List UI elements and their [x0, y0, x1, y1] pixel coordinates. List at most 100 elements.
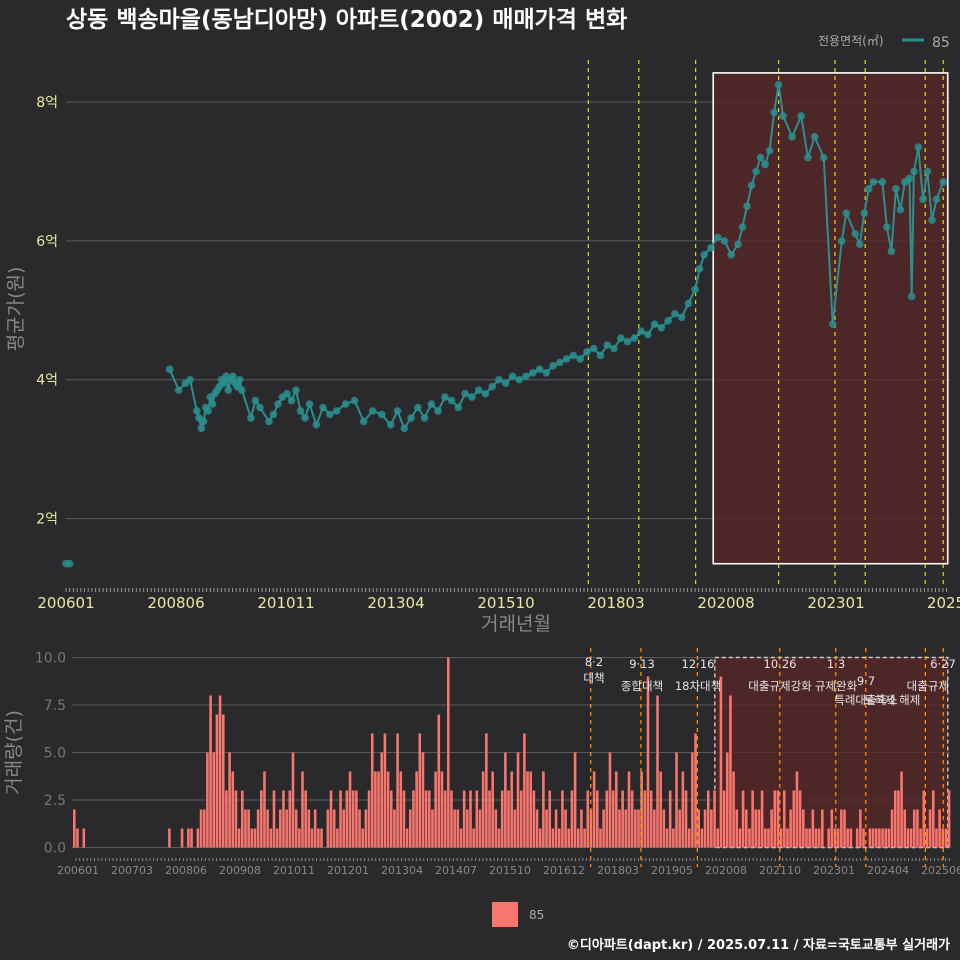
volume-bar [884, 828, 888, 848]
volume-bar [567, 828, 571, 848]
volume-bar [840, 809, 843, 848]
data-point [468, 393, 476, 401]
volume-bar [355, 790, 358, 848]
volume-bar [821, 809, 824, 848]
y-tick-label: 6억 [36, 234, 58, 250]
data-point [907, 292, 916, 301]
volume-bar [282, 790, 285, 848]
data-point [810, 132, 819, 141]
data-point [434, 407, 442, 415]
volume-bar [941, 828, 945, 848]
data-point [224, 386, 233, 394]
volume-bar [260, 790, 263, 848]
data-point [860, 209, 869, 217]
volume-bar [187, 828, 190, 848]
volume-bar [253, 828, 257, 848]
volume-bar [523, 733, 526, 848]
volume-bar [386, 771, 390, 848]
data-point [851, 230, 860, 238]
volume-bar [691, 752, 694, 848]
data-point [788, 132, 796, 141]
volume-bar [551, 828, 555, 848]
volume-bar [808, 828, 811, 848]
volume-bar [732, 771, 735, 848]
volume-bar [706, 790, 710, 848]
data-point [529, 369, 537, 377]
volume-bar [351, 790, 355, 848]
data-point [855, 240, 864, 249]
data-point [427, 400, 436, 408]
data-point [727, 250, 736, 259]
volume-bar [383, 733, 387, 848]
annotation-date: 6·27 [930, 657, 956, 671]
data-point [542, 369, 551, 377]
volume-bar [332, 809, 336, 848]
data-point [743, 202, 751, 210]
volume-bar [396, 733, 399, 848]
bar-x-tick-label: 201011 [273, 864, 315, 877]
volume-bar [269, 828, 273, 848]
volume-bar [507, 790, 510, 848]
data-point [229, 372, 237, 381]
volume-bar [345, 790, 349, 848]
data-point [350, 396, 359, 405]
volume-bar [275, 828, 279, 848]
data-point [616, 334, 625, 342]
volume-bar [935, 828, 938, 848]
data-point [549, 362, 557, 370]
volume-bar [443, 790, 447, 848]
volume-bar [510, 771, 513, 848]
volume-bar [304, 790, 307, 848]
volume-bar [754, 809, 758, 848]
volume-bar [938, 809, 941, 848]
data-point [865, 185, 873, 193]
x-tick-label: 202301 [807, 594, 864, 612]
volume-bar [893, 790, 897, 848]
volume-bar [770, 809, 773, 848]
data-point [400, 424, 409, 433]
data-point [583, 348, 591, 356]
volume-bar [73, 809, 76, 848]
data-point [495, 375, 503, 384]
data-point [932, 195, 941, 204]
annotation-text: 규제완화 [815, 679, 858, 693]
volume-bar [494, 809, 498, 848]
volume-bar [881, 828, 884, 848]
volume-bar [643, 790, 647, 848]
volume-bar [855, 828, 859, 848]
volume-bar [358, 809, 361, 848]
y-tick-label: 8억 [36, 95, 58, 111]
volume-bar [393, 809, 396, 848]
bar-x-tick-label: 202301 [813, 864, 855, 877]
volume-bar [478, 809, 482, 848]
data-point [610, 344, 618, 353]
data-point [368, 407, 377, 415]
bar-y-tick-label: 10.0 [35, 651, 66, 667]
volume-bar [849, 828, 853, 848]
volume-bar [725, 752, 729, 848]
data-point [883, 223, 891, 231]
volume-bar [570, 790, 574, 848]
volume-bar [792, 790, 796, 848]
data-point [738, 223, 747, 231]
volume-bar [906, 828, 910, 848]
y-tick-label: 4억 [36, 373, 58, 389]
volume-bar [212, 752, 216, 848]
bar-x-tick-label: 201201 [327, 864, 369, 877]
volume-bar [472, 828, 475, 848]
data-point [287, 396, 296, 405]
data-point [305, 400, 314, 408]
data-point [420, 414, 429, 422]
data-point [684, 299, 693, 308]
data-point [247, 414, 255, 422]
data-point [589, 344, 598, 353]
data-point [797, 112, 805, 120]
data-point [774, 80, 783, 89]
volume-bar [912, 809, 916, 848]
data-point [165, 365, 174, 374]
volume-bar [798, 790, 802, 848]
volume-bar [405, 828, 409, 848]
volume-bar [795, 771, 799, 848]
data-point [481, 389, 490, 398]
volume-bar [266, 809, 269, 848]
